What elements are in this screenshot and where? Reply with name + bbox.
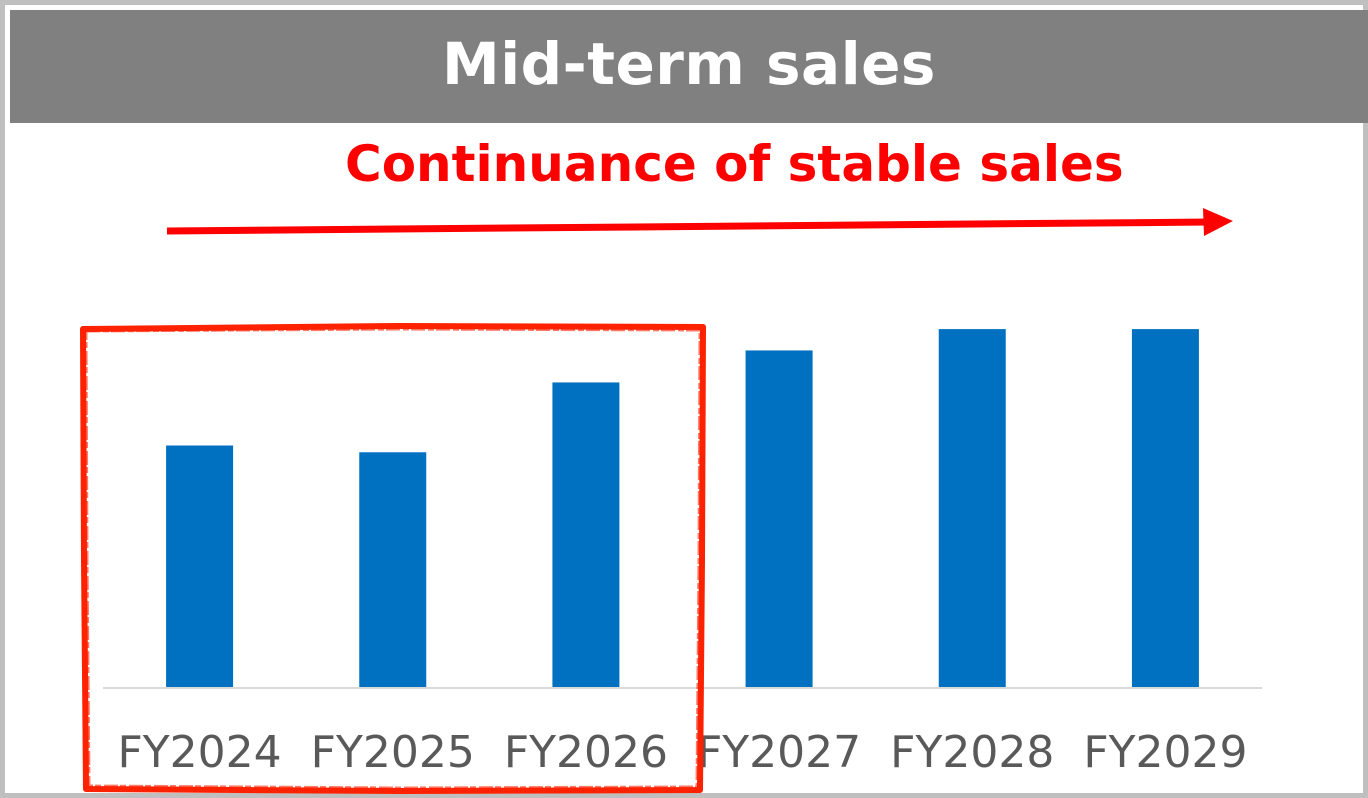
x-tick-label-fy2025: FY2025 bbox=[311, 727, 475, 778]
trend-arrow-shaft bbox=[167, 222, 1210, 231]
x-tick-label-fy2024: FY2024 bbox=[117, 727, 281, 778]
x-tick-labels: FY2024 FY2025 FY2026 FY2027 FY2028 FY2029 bbox=[117, 727, 1247, 778]
bar-fy2029 bbox=[1132, 329, 1199, 688]
bars-group bbox=[166, 329, 1199, 688]
x-tick-label-fy2028: FY2028 bbox=[890, 727, 1054, 778]
trend-arrow-head bbox=[1203, 208, 1233, 236]
bar-fy2024 bbox=[166, 446, 233, 689]
bar-fy2027 bbox=[746, 350, 813, 688]
bar-fy2026 bbox=[552, 382, 619, 688]
x-tick-label-fy2029: FY2029 bbox=[1083, 727, 1247, 778]
trend-arrow bbox=[167, 208, 1233, 236]
bar-fy2028 bbox=[939, 329, 1006, 688]
bar-fy2025 bbox=[359, 452, 426, 688]
x-tick-label-fy2026: FY2026 bbox=[504, 727, 668, 778]
x-tick-label-fy2027: FY2027 bbox=[697, 727, 861, 778]
